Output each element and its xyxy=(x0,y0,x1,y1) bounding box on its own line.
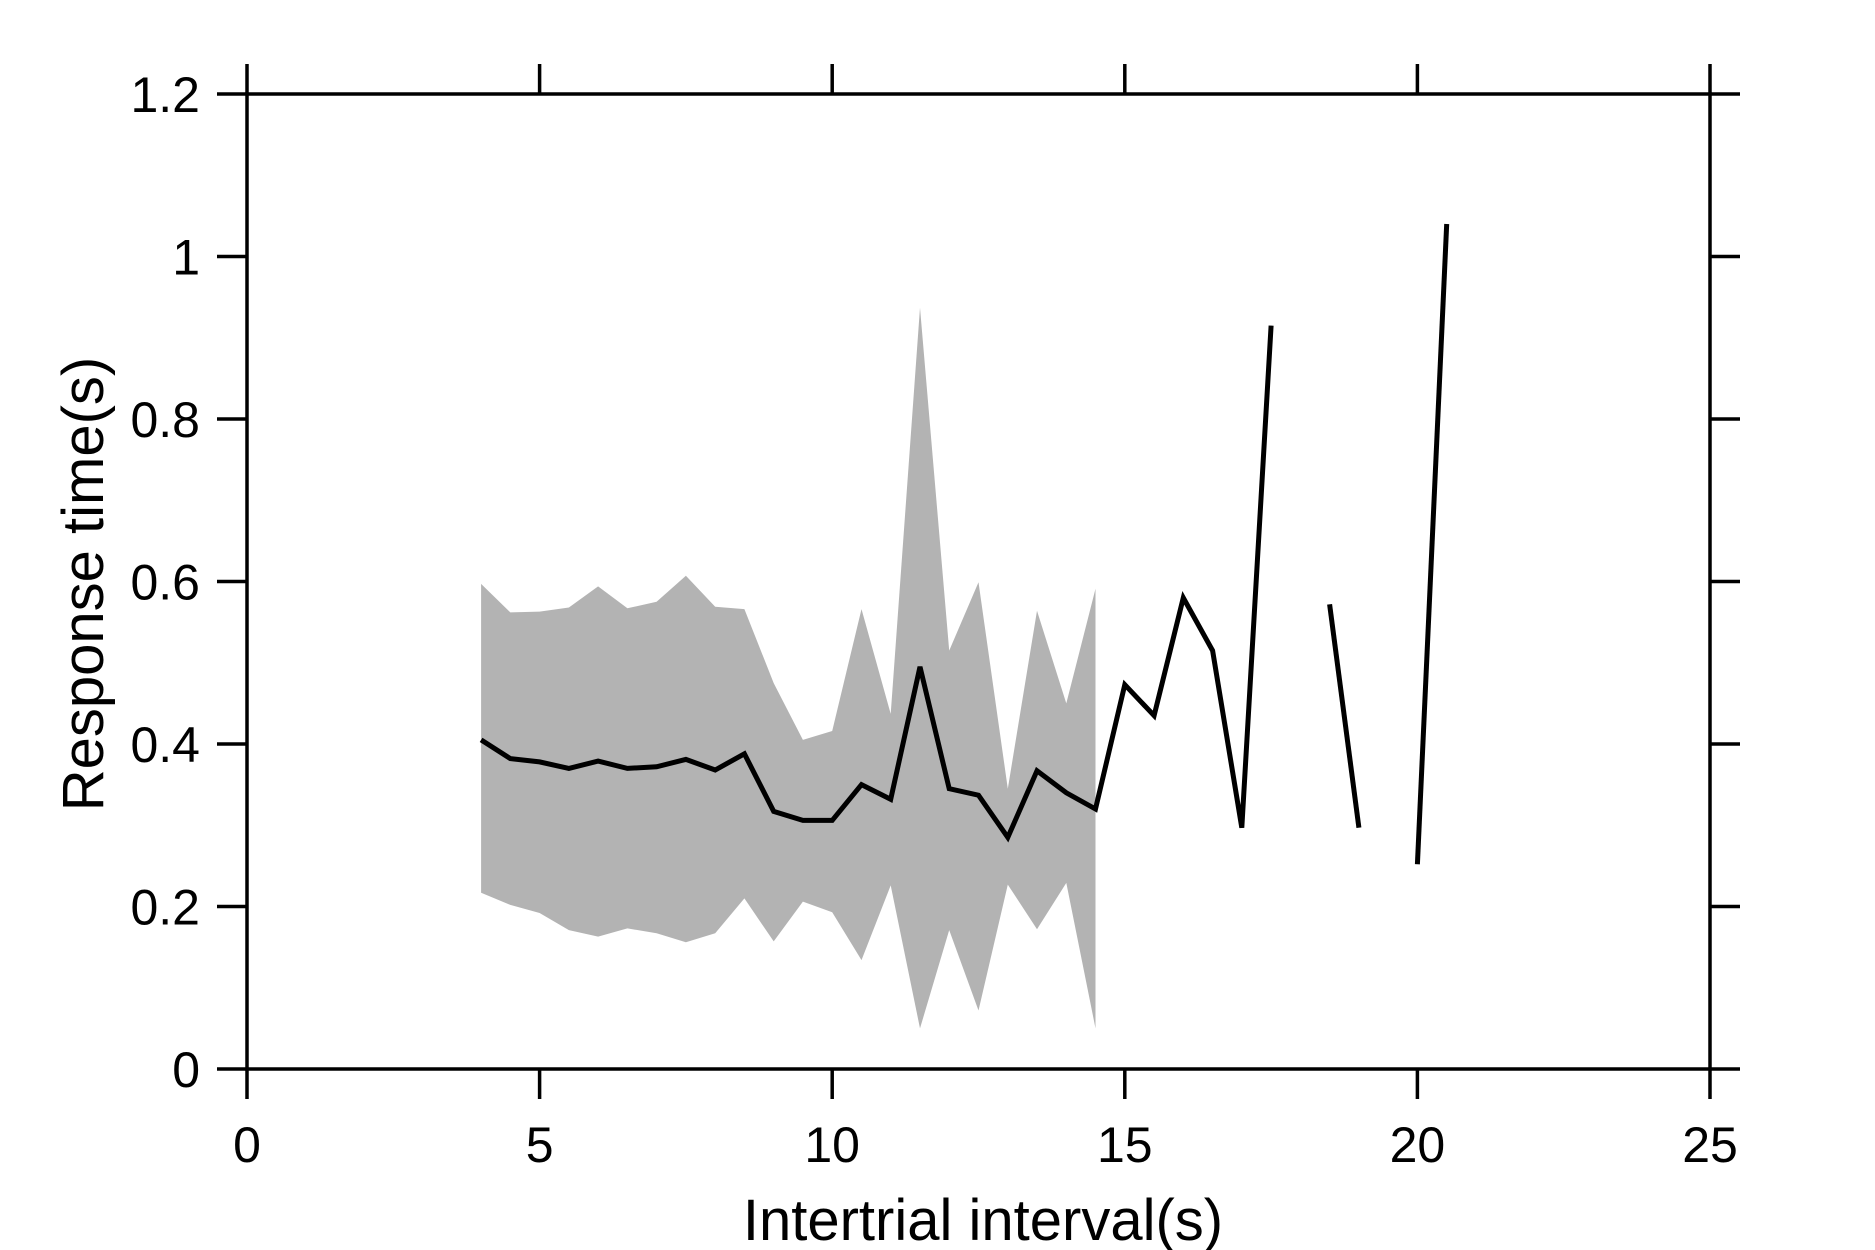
y-tick-label: 0.8 xyxy=(130,392,200,448)
y-tick-label: 0.4 xyxy=(130,717,200,773)
series-line-segment-0 xyxy=(479,325,1274,843)
y-tick-label: 1.2 xyxy=(130,67,200,123)
x-axis-title: Intertrial interval(s) xyxy=(743,1188,1223,1250)
series-line-segment-1 xyxy=(1327,603,1362,829)
y-tick-label: 0.2 xyxy=(130,880,200,936)
y-tick-label: 1 xyxy=(172,230,200,286)
series-line-segment-2 xyxy=(1414,223,1450,865)
x-tick-label: 15 xyxy=(1097,1117,1153,1173)
y-tick-label: 0 xyxy=(172,1042,200,1098)
y-tick-label: 0.6 xyxy=(130,555,200,611)
confidence-band-layer xyxy=(481,307,1096,1029)
series-line-layer xyxy=(479,223,1450,865)
x-tick-label: 0 xyxy=(233,1117,261,1173)
x-tick-label: 20 xyxy=(1390,1117,1446,1173)
tick-labels-layer: 0 5 10 15 20 25 0 0.2 0.4 0.6 0.8 1 1.2 xyxy=(130,67,1737,1173)
x-tick-label: 25 xyxy=(1682,1117,1738,1173)
confidence-band xyxy=(481,307,1096,1029)
ticks-layer xyxy=(217,64,1740,1099)
x-tick-label: 5 xyxy=(526,1117,554,1173)
y-axis-title: Response time(s) xyxy=(51,357,116,811)
x-tick-label: 10 xyxy=(804,1117,860,1173)
